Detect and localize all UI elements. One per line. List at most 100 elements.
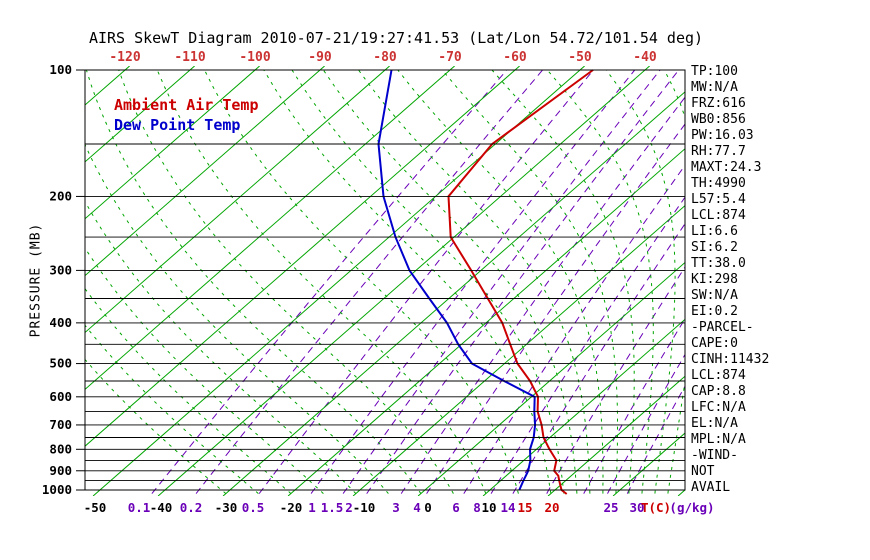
bottom-axis-label: 6 <box>452 500 460 515</box>
bottom-axis-label: 1 <box>308 500 316 515</box>
bottom-axis-label: 10 <box>481 500 496 515</box>
stat-line: -PARCEL- <box>691 320 754 335</box>
mixing-ratio-line <box>583 317 685 494</box>
isotherm-line <box>92 66 585 496</box>
bottom-axis-label: -50 <box>84 500 107 515</box>
pressure-tick-label: 400 <box>49 315 72 330</box>
moist-adiabat-line <box>358 69 591 494</box>
mixing-ratio-line <box>490 196 685 494</box>
bottom-axis-label: 25 <box>603 500 618 515</box>
isotherm-line <box>287 148 685 496</box>
pressure-tick-label: 200 <box>49 188 72 203</box>
plot-frame <box>84 69 686 491</box>
moist-adiabat-line <box>291 69 565 494</box>
bottom-axis-label: 3 <box>392 500 400 515</box>
mixing-ratio-line <box>195 69 543 494</box>
stat-line: TP:100 <box>691 64 738 79</box>
moist-adiabat-line <box>605 69 676 494</box>
mixing-ratio-line <box>400 96 685 494</box>
stat-line: KI:298 <box>691 272 738 287</box>
moist-adiabat-line <box>397 69 604 494</box>
pressure-tick-label: 1000 <box>42 482 72 497</box>
top-axis-label: -100 <box>239 50 270 65</box>
chart-title: AIRS SkewT Diagram 2010-07-21/19:27:41.5… <box>88 29 704 47</box>
stat-line: LI:6.6 <box>691 224 738 239</box>
moist-adiabat-lines <box>85 69 685 494</box>
stat-line: CAP:8.8 <box>691 384 746 399</box>
moist-adiabat-line <box>85 143 389 494</box>
bottom-axis-label: 0 <box>424 500 432 515</box>
stat-line: RH:77.7 <box>691 144 746 159</box>
stat-line: LCL:874 <box>691 368 746 383</box>
isotherm-line <box>157 66 650 496</box>
mixing-ratio-line <box>546 266 685 494</box>
mixing-ratio-lines <box>151 69 685 494</box>
bottom-axis-label: 4 <box>413 500 421 515</box>
stat-line: WB0:856 <box>691 112 746 127</box>
pressure-tick-label: 800 <box>49 441 72 456</box>
bottom-axis-label: T(C) <box>641 500 671 515</box>
mixing-ratio-line <box>258 69 594 494</box>
bottom-axis-label: 20 <box>544 500 559 515</box>
stat-line: SW:N/A <box>691 288 738 303</box>
bottom-axis-labels: -50 0.1 -40 0.2 -30 0.5 -20 1 1.5 2 -10 3 4 0 6 8 10 14 15… <box>84 500 715 515</box>
isotherm-line <box>85 66 260 220</box>
top-axis-label: -70 <box>438 50 462 65</box>
isotherm-line <box>482 318 685 496</box>
bottom-axis-label: -20 <box>280 500 303 515</box>
dewpoint-curve <box>377 69 537 491</box>
top-axis-labels: -120 -110 -100 -90 -80 -70 -60 -50 -40 <box>109 50 657 65</box>
stat-line: TT:38.0 <box>691 256 746 271</box>
mixing-ratio-line <box>463 164 685 494</box>
top-axis-label: -80 <box>373 50 397 65</box>
bottom-axis-label: 8 <box>473 500 481 515</box>
mixing-ratio-line <box>342 69 661 494</box>
ambient-temp-curve <box>447 69 594 491</box>
bottom-axis-label: 15 <box>517 500 532 515</box>
stat-line: SI:6.2 <box>691 240 738 255</box>
stat-line: MAXT:24.3 <box>691 160 762 175</box>
isotherm-line <box>85 66 390 334</box>
top-axis-label: -40 <box>633 50 657 65</box>
stat-line: AVAIL <box>691 480 731 495</box>
pressure-tick-label: 100 <box>49 62 72 77</box>
top-axis-label: -120 <box>109 50 140 65</box>
stat-line: LFC:N/A <box>691 400 746 415</box>
isotherm-line <box>352 204 685 496</box>
moist-adiabat-line <box>85 200 357 494</box>
pressure-axis-label: PRESSURE (MB) <box>28 222 44 338</box>
top-axis-label: -110 <box>174 50 205 65</box>
bottom-axis-label: 30 <box>629 500 644 515</box>
stat-line: NOT <box>691 464 715 479</box>
bottom-axis-label: -10 <box>353 500 376 515</box>
moist-adiabat-line <box>322 69 578 494</box>
stat-line: -WIND- <box>691 448 738 463</box>
top-axis-label: -90 <box>308 50 332 65</box>
stat-line: EL:N/A <box>691 416 738 431</box>
top-axis-label: -60 <box>503 50 527 65</box>
isotherm-line <box>417 261 685 496</box>
mixing-ratio-line <box>426 123 685 494</box>
stat-line: TH:4990 <box>691 176 746 191</box>
isotherm-line <box>222 91 685 496</box>
bottom-axis-label: -40 <box>150 500 173 515</box>
stat-line: LCL:874 <box>691 208 746 223</box>
stat-line: EI:0.2 <box>691 304 738 319</box>
stat-line: MW:N/A <box>691 80 738 95</box>
pressure-tick-label: 700 <box>49 417 72 432</box>
pressure-axis-ticks: 100 200 300 400 500 600 700 800 900 1000 <box>42 62 85 497</box>
moist-adiabat-line <box>204 69 519 494</box>
moist-adiabat-line <box>491 69 635 494</box>
stat-line: CINH:11432 <box>691 352 770 367</box>
isotherm-lines <box>85 66 685 496</box>
bottom-axis-label: 0.2 <box>180 500 203 515</box>
plot-area <box>85 66 685 496</box>
mixing-ratio-line <box>607 353 685 494</box>
top-axis-label: -50 <box>568 50 592 65</box>
stat-line: L57:5.4 <box>691 192 746 207</box>
pressure-tick-label: 900 <box>49 463 72 478</box>
stat-line: MPL:N/A <box>691 432 746 447</box>
mixing-ratio-line <box>151 69 508 494</box>
bottom-axis-label: (g/kg) <box>669 500 714 515</box>
